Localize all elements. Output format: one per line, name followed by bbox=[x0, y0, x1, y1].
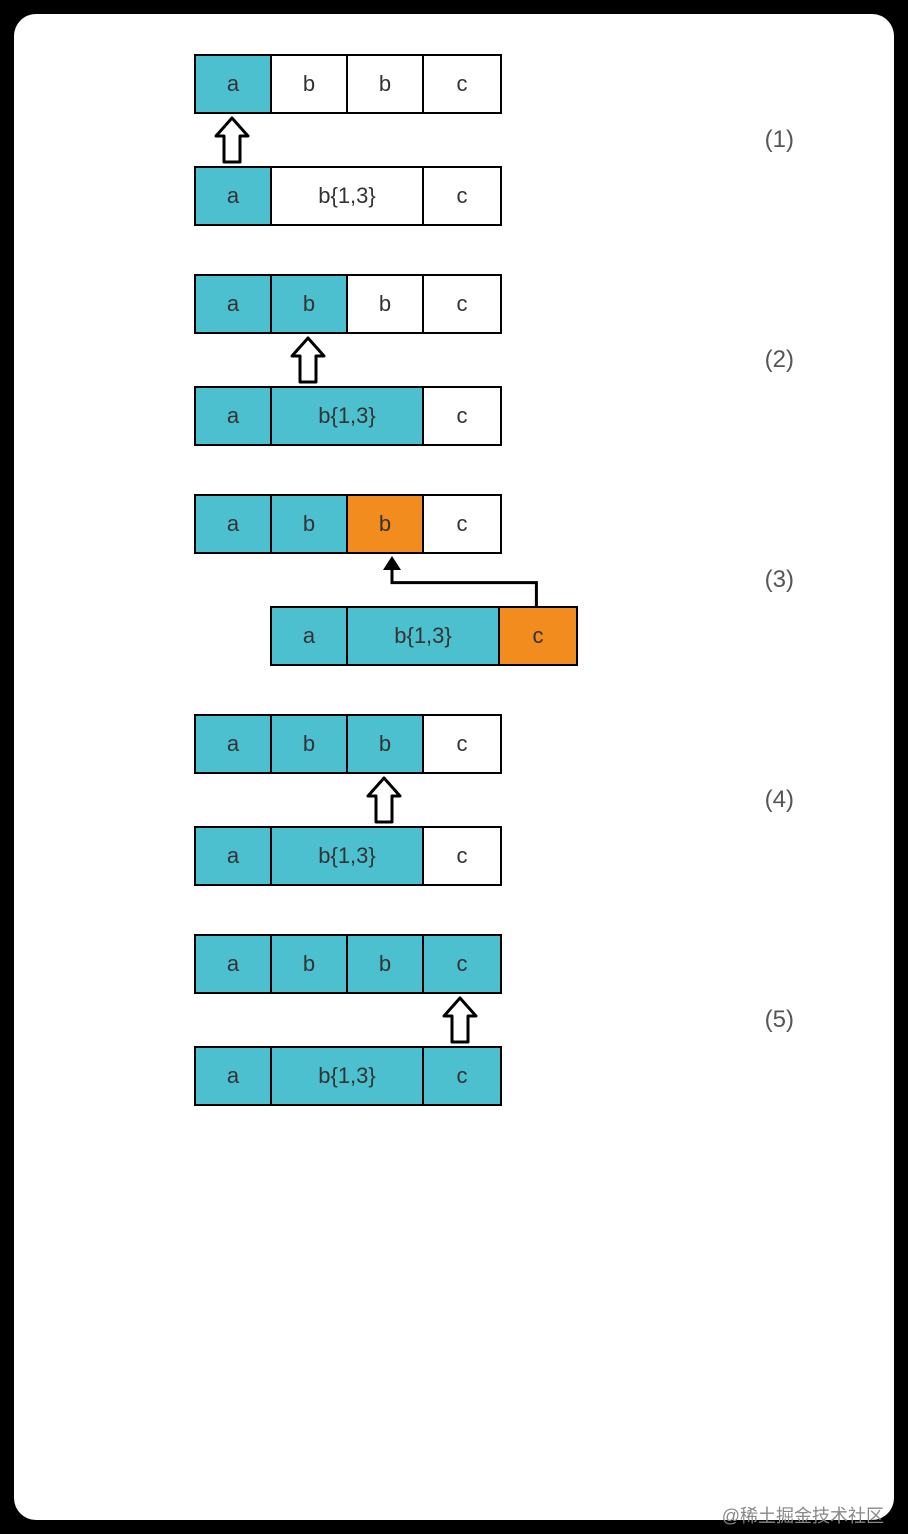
cell: a bbox=[196, 716, 272, 772]
cell: c bbox=[500, 608, 576, 664]
diagram-card: abbcab{1,3}c(1)abbcab{1,3}c(2)abbcab{1,3… bbox=[14, 14, 894, 1520]
step: abbcab{1,3}c(5) bbox=[74, 934, 834, 1106]
step-label: (1) bbox=[765, 126, 834, 154]
cell: c bbox=[424, 168, 500, 224]
cell: b bbox=[272, 496, 348, 552]
cell-row: ab{1,3}c bbox=[194, 166, 502, 226]
page-outer: abbcab{1,3}c(1)abbcab{1,3}c(2)abbcab{1,3… bbox=[0, 0, 908, 1534]
cell: a bbox=[196, 828, 272, 884]
step-rows: abbcab{1,3}c bbox=[194, 274, 502, 446]
arrow-holder bbox=[194, 554, 574, 606]
cell-row: abbc bbox=[194, 54, 502, 114]
step-rows: abbcab{1,3}c bbox=[194, 714, 502, 886]
up-arrow-icon bbox=[286, 334, 330, 386]
cell: b{1,3} bbox=[272, 168, 424, 224]
cell: c bbox=[424, 496, 500, 552]
step-rows: abbcab{1,3}c bbox=[194, 54, 502, 226]
step-label: (4) bbox=[765, 786, 834, 814]
cell: b{1,3} bbox=[348, 608, 500, 664]
cell: a bbox=[196, 388, 272, 444]
cell: b bbox=[272, 56, 348, 112]
cell: a bbox=[196, 168, 272, 224]
cell: b bbox=[272, 276, 348, 332]
cell: c bbox=[424, 716, 500, 772]
steps-container: abbcab{1,3}c(1)abbcab{1,3}c(2)abbcab{1,3… bbox=[74, 54, 834, 1106]
step-label: (5) bbox=[765, 1006, 834, 1034]
step: abbcab{1,3}c(1) bbox=[74, 54, 834, 226]
step: abbcab{1,3}c(4) bbox=[74, 714, 834, 886]
step: abbcab{1,3}c(3) bbox=[74, 494, 834, 666]
arrow-holder bbox=[194, 114, 498, 166]
cell: a bbox=[196, 56, 272, 112]
cell: b bbox=[348, 936, 424, 992]
cell: b{1,3} bbox=[272, 828, 424, 884]
up-arrow-icon bbox=[362, 774, 406, 826]
step-rows: abbcab{1,3}c bbox=[194, 494, 578, 666]
cell: a bbox=[196, 1048, 272, 1104]
arrow-holder bbox=[194, 774, 498, 826]
cell-row: ab{1,3}c bbox=[194, 1046, 502, 1106]
cell: b bbox=[348, 56, 424, 112]
cell: b bbox=[272, 936, 348, 992]
cell: c bbox=[424, 936, 500, 992]
step: abbcab{1,3}c(2) bbox=[74, 274, 834, 446]
cell: a bbox=[272, 608, 348, 664]
cell: c bbox=[424, 276, 500, 332]
cell: c bbox=[424, 388, 500, 444]
step-label: (2) bbox=[765, 346, 834, 374]
cell: a bbox=[196, 936, 272, 992]
cell-row: abbc bbox=[194, 714, 502, 774]
cell: c bbox=[424, 56, 500, 112]
cell-row: ab{1,3}c bbox=[194, 826, 502, 886]
cell: b{1,3} bbox=[272, 388, 424, 444]
step-label: (3) bbox=[765, 566, 834, 594]
arrow-holder bbox=[194, 994, 498, 1046]
bent-arrow-icon bbox=[372, 554, 556, 606]
cell-row: abbc bbox=[194, 274, 502, 334]
cell-row: ab{1,3}c bbox=[270, 606, 578, 666]
cell: b{1,3} bbox=[272, 1048, 424, 1104]
cell-row: abbc bbox=[194, 934, 502, 994]
watermark-text: @稀土掘金技术社区 bbox=[722, 1502, 884, 1528]
cell: a bbox=[196, 496, 272, 552]
cell: b bbox=[272, 716, 348, 772]
cell: c bbox=[424, 1048, 500, 1104]
cell: c bbox=[424, 828, 500, 884]
up-arrow-icon bbox=[210, 114, 254, 166]
arrow-holder bbox=[194, 334, 498, 386]
cell-row: abbc bbox=[194, 494, 502, 554]
cell: b bbox=[348, 716, 424, 772]
step-rows: abbcab{1,3}c bbox=[194, 934, 502, 1106]
cell: b bbox=[348, 276, 424, 332]
cell: a bbox=[196, 276, 272, 332]
up-arrow-icon bbox=[438, 994, 482, 1046]
cell: b bbox=[348, 496, 424, 552]
cell-row: ab{1,3}c bbox=[194, 386, 502, 446]
